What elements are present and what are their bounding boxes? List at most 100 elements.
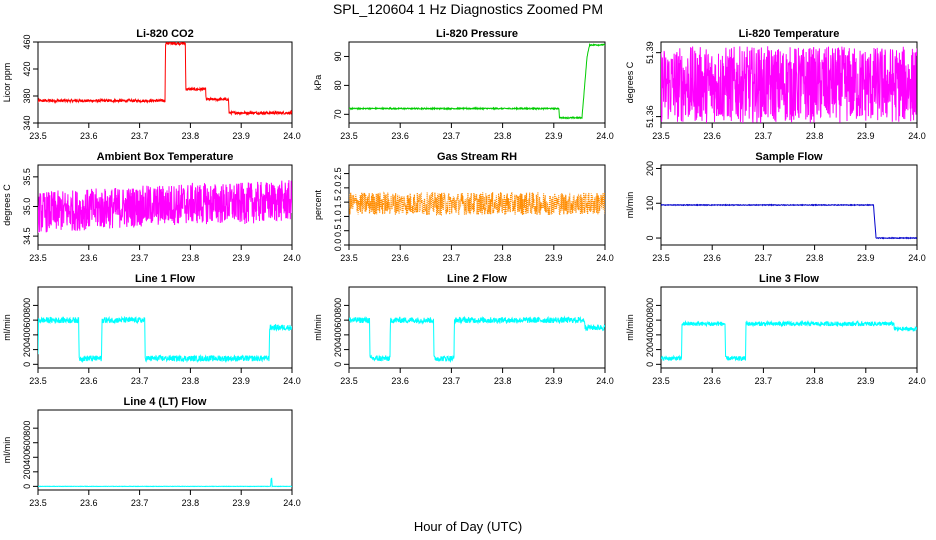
x-tick-label: 23.9 bbox=[232, 376, 250, 386]
panel-title: Sample Flow bbox=[755, 151, 823, 163]
y-tick-label: 90 bbox=[333, 51, 343, 61]
x-tick-label: 23.7 bbox=[131, 376, 149, 386]
plot-frame bbox=[348, 41, 606, 124]
x-tick-label: 23.6 bbox=[391, 376, 409, 386]
x-tick-label: 23.5 bbox=[652, 253, 670, 263]
series-line bbox=[661, 319, 917, 362]
x-tick-label: 23.6 bbox=[703, 253, 721, 263]
x-tick-label: 23.8 bbox=[182, 253, 200, 263]
x-tick-label: 23.5 bbox=[29, 253, 47, 263]
x-tick-label: 24.0 bbox=[596, 131, 614, 141]
y-tick-label: 0.0 bbox=[333, 239, 343, 252]
panel-title: Li-820 Temperature bbox=[739, 28, 840, 40]
x-tick-label: 24.0 bbox=[283, 131, 301, 141]
y-tick-label: 800 bbox=[645, 298, 655, 313]
x-tick-label: 23.8 bbox=[182, 376, 200, 386]
x-tick-label: 23.6 bbox=[703, 131, 721, 141]
y-axis-label: ml/min bbox=[2, 437, 12, 464]
y-tick-label: 460 bbox=[22, 34, 32, 49]
x-tick-label: 23.7 bbox=[755, 376, 773, 386]
y-axis-label: ml/min bbox=[625, 314, 635, 341]
panel-1: Li-820 CO2 23.5 23.6 23.7 23.8 23.9 24.0 340 380… bbox=[2, 28, 301, 141]
x-tick-label: 23.6 bbox=[391, 253, 409, 263]
x-tick-label: 23.9 bbox=[232, 131, 250, 141]
y-tick-label: 400 bbox=[22, 450, 32, 465]
series-line bbox=[661, 46, 917, 123]
y-tick-label: 200 bbox=[333, 342, 343, 357]
y-tick-label: 2.0 bbox=[333, 182, 343, 195]
figure-xlabel: Hour of Day (UTC) bbox=[414, 519, 522, 534]
y-tick-label: 380 bbox=[22, 88, 32, 103]
panel-8: Line 2 Flow 23.5 23.6 23.7 23.8 23.9 24.0 0 2004… bbox=[313, 273, 614, 386]
y-tick-label: 400 bbox=[645, 327, 655, 342]
panel-title: Ambient Box Temperature bbox=[97, 151, 234, 163]
x-tick-label: 23.8 bbox=[806, 376, 824, 386]
x-tick-label: 23.5 bbox=[652, 131, 670, 141]
panel-6: Sample Flow 23.5 23.6 23.7 23.8 23.9 24.0 0 100 2… bbox=[625, 151, 926, 263]
y-axis-label: kPa bbox=[313, 75, 323, 91]
series-line bbox=[661, 203, 917, 240]
y-tick-label: 800 bbox=[22, 421, 32, 436]
y-tick-label: 100 bbox=[645, 196, 655, 211]
y-axis-label: percent bbox=[313, 189, 323, 220]
x-tick-label: 23.7 bbox=[131, 253, 149, 263]
y-tick-label: 200 bbox=[645, 161, 655, 176]
panel-3: Li-820 Temperature 23.5 23.6 23.7 23.8 23.9 24… bbox=[625, 28, 926, 141]
x-tick-label: 23.5 bbox=[340, 253, 358, 263]
panel-9: Line 3 Flow 23.5 23.6 23.7 23.8 23.9 24.0 0 2004… bbox=[625, 273, 926, 386]
x-tick-label: 24.0 bbox=[283, 376, 301, 386]
x-tick-label: 23.9 bbox=[545, 131, 563, 141]
y-tick-label: 80 bbox=[333, 80, 343, 90]
x-tick-label: 23.9 bbox=[545, 376, 563, 386]
x-tick-label: 23.6 bbox=[80, 131, 98, 141]
series-line bbox=[38, 42, 292, 116]
y-axis-label: ml/min bbox=[625, 192, 635, 219]
series-line bbox=[38, 180, 292, 234]
y-tick-label: 1.0 bbox=[333, 210, 343, 223]
x-tick-label: 23.8 bbox=[182, 498, 200, 508]
y-tick-label: 600 bbox=[22, 435, 32, 450]
panel-10: Line 4 (LT) Flow 23.5 23.6 23.7 23.8 23.9 24.0… bbox=[2, 396, 301, 508]
y-tick-label: 800 bbox=[22, 298, 32, 313]
x-tick-label: 23.6 bbox=[703, 376, 721, 386]
plot-frame bbox=[660, 286, 918, 369]
y-tick-label: 400 bbox=[22, 327, 32, 342]
panel-2: Li-820 Pressure 23.5 23.6 23.7 23.8 23.9 24.0 7… bbox=[313, 28, 614, 141]
y-tick-label: 1.5 bbox=[333, 196, 343, 209]
panel-title: Li-820 CO2 bbox=[136, 28, 193, 40]
x-tick-label: 23.5 bbox=[29, 131, 47, 141]
x-tick-label: 23.9 bbox=[857, 376, 875, 386]
x-tick-label: 23.5 bbox=[29, 376, 47, 386]
x-tick-label: 23.9 bbox=[232, 253, 250, 263]
panel-title: Line 4 (LT) Flow bbox=[124, 396, 207, 408]
x-tick-label: 24.0 bbox=[908, 253, 926, 263]
x-tick-label: 23.8 bbox=[494, 131, 512, 141]
plot-frame bbox=[37, 409, 293, 491]
x-tick-label: 23.5 bbox=[652, 376, 670, 386]
x-tick-label: 24.0 bbox=[596, 376, 614, 386]
y-tick-label: 0 bbox=[22, 362, 32, 367]
x-tick-label: 23.9 bbox=[545, 253, 563, 263]
x-tick-label: 23.8 bbox=[182, 131, 200, 141]
y-tick-label: 600 bbox=[22, 313, 32, 328]
panels: Li-820 CO2 23.5 23.6 23.7 23.8 23.9 24.0 340 380… bbox=[2, 28, 926, 508]
series-line bbox=[38, 315, 292, 364]
x-tick-label: 23.8 bbox=[494, 253, 512, 263]
y-tick-label: 34.5 bbox=[22, 227, 32, 245]
x-tick-label: 24.0 bbox=[283, 253, 301, 263]
y-tick-label: 200 bbox=[22, 464, 32, 479]
panel-title: Line 1 Flow bbox=[135, 273, 195, 285]
y-tick-label: 800 bbox=[333, 298, 343, 313]
plot-frame bbox=[348, 164, 606, 246]
series-line bbox=[349, 43, 605, 120]
y-tick-label: 0.5 bbox=[333, 224, 343, 237]
y-tick-label: 0 bbox=[22, 484, 32, 489]
panel-7: Line 1 Flow 23.5 23.6 23.7 23.8 23.9 24.0 0 2004… bbox=[2, 273, 301, 386]
x-tick-label: 23.7 bbox=[443, 376, 461, 386]
plot-frame bbox=[348, 286, 606, 369]
x-tick-label: 23.8 bbox=[806, 131, 824, 141]
y-tick-label: 35.5 bbox=[22, 168, 32, 186]
x-tick-label: 23.6 bbox=[80, 253, 98, 263]
y-tick-label: 2.5 bbox=[333, 167, 343, 180]
